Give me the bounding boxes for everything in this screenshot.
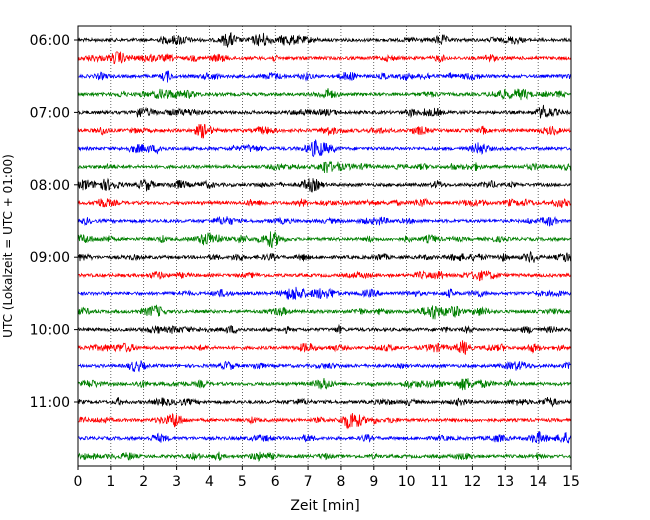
x-tick-label: 11 (431, 474, 449, 490)
x-tick-label: 0 (74, 474, 83, 490)
trace-0600 (77, 32, 572, 48)
y-tick-label: 10:00 (30, 323, 70, 339)
trace-0900 (77, 250, 572, 263)
trace-0700 (77, 104, 572, 119)
x-tick-label: 6 (271, 474, 280, 490)
grid-layer (110, 26, 539, 466)
trace-0815 (77, 197, 572, 208)
x-tick-label: 10 (398, 474, 416, 490)
x-tick-label: 7 (304, 474, 313, 490)
x-tick-label: 5 (238, 474, 247, 490)
trace-0615 (77, 51, 572, 65)
x-tick-label: 14 (529, 474, 547, 490)
x-tick-label: 8 (336, 474, 345, 490)
x-axis-label: Zeit [min] (290, 498, 359, 514)
x-axis-ticks: 0 1 2 3 4 5 6 7 8 9 10 11 12 13 14 15 (74, 466, 580, 490)
trace-1030 (77, 360, 572, 373)
trace-0845 (77, 231, 572, 249)
trace-0915 (77, 270, 572, 282)
x-tick-label: 1 (106, 474, 115, 490)
trace-1145 (77, 451, 572, 462)
trace-1130 (77, 430, 572, 444)
trace-0630 (77, 70, 572, 83)
trace-0945 (77, 304, 572, 320)
trace-1045 (77, 378, 572, 391)
trace-1015 (77, 340, 572, 355)
y-tick-label: 08:00 (30, 178, 70, 194)
y-axis-label: UTC (Lokalzeit = UTC + 01:00) (1, 154, 15, 338)
trace-0715 (77, 123, 572, 139)
x-tick-label: 4 (205, 474, 214, 490)
trace-1115 (77, 412, 572, 430)
x-tick-label: 13 (496, 474, 514, 490)
trace-1100 (77, 396, 572, 408)
trace-0730 (77, 139, 572, 158)
trace-0745 (77, 160, 572, 174)
trace-0930 (77, 286, 572, 301)
y-tick-label: 09:00 (30, 250, 70, 266)
x-tick-label: 2 (139, 474, 148, 490)
x-tick-label: 9 (369, 474, 378, 490)
y-tick-label: 07:00 (30, 105, 70, 121)
plot-frame (77, 25, 572, 467)
trace-0830 (77, 215, 572, 227)
x-tick-label: 3 (172, 474, 181, 490)
x-tick-label: 15 (562, 474, 580, 490)
trace-0800 (77, 177, 572, 193)
trace-layer (77, 32, 572, 462)
y-tick-label: 06:00 (30, 33, 70, 49)
trace-1000 (77, 323, 572, 334)
trace-0645 (77, 88, 572, 101)
x-tick-label: 12 (463, 474, 481, 490)
y-axis-ticks: 06:00 07:00 08:00 09:00 10:00 11:00 (30, 33, 78, 411)
y-tick-label: 11:00 (30, 395, 70, 411)
